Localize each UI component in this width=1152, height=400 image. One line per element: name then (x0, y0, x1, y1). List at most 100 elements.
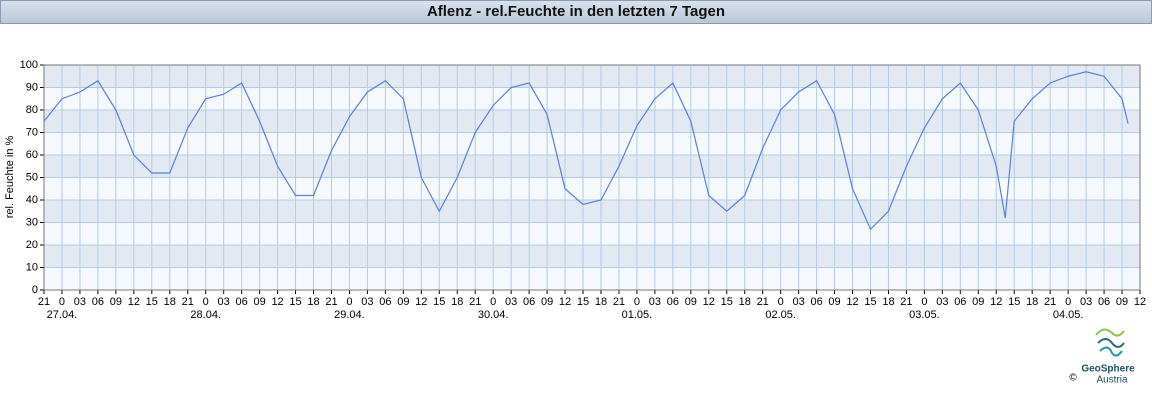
date-label: 01.05. (622, 309, 653, 321)
y-tick-label: 80 (26, 104, 38, 116)
logo-sub: Austria (1096, 375, 1128, 386)
plot-band (44, 177, 1140, 200)
x-tick-label: 0 (346, 296, 352, 308)
date-label: 04.05. (1053, 309, 1084, 321)
date-label: 30.04. (478, 309, 509, 321)
x-tick-label: 09 (541, 296, 553, 308)
x-tick-label: 09 (972, 296, 984, 308)
x-tick-label: 0 (203, 296, 209, 308)
y-axis-label: rel. Feuchte in % (4, 136, 16, 219)
x-tick-label: 06 (667, 296, 679, 308)
x-tick-label: 03 (505, 296, 517, 308)
x-tick-label: 18 (1026, 296, 1038, 308)
x-tick-label: 18 (164, 296, 176, 308)
x-tick-label: 12 (128, 296, 140, 308)
x-tick-label: 06 (379, 296, 391, 308)
x-tick-label: 03 (649, 296, 661, 308)
y-tick-label: 50 (26, 171, 38, 183)
x-tick-label: 0 (59, 296, 65, 308)
x-tick-label: 15 (577, 296, 589, 308)
y-tick-label: 90 (26, 81, 38, 93)
date-label: 03.05. (909, 309, 940, 321)
plot-band (44, 132, 1140, 155)
x-tick-label: 21 (1044, 296, 1056, 308)
x-tick-label: 21 (757, 296, 769, 308)
plot-frame (43, 64, 1141, 291)
x-tick-label: 18 (595, 296, 607, 308)
x-tick-label: 09 (828, 296, 840, 308)
plot-band (44, 267, 1140, 290)
x-tick-label: 12 (846, 296, 858, 308)
plot-band (44, 155, 1140, 178)
plot-band (44, 200, 1140, 223)
logo-icon (1095, 328, 1125, 357)
x-tick-label: 03 (792, 296, 804, 308)
x-tick-label: 03 (1080, 296, 1092, 308)
x-tick-label: 0 (490, 296, 496, 308)
x-tick-label: 15 (146, 296, 158, 308)
x-tick-label: 09 (1116, 296, 1128, 308)
x-tick-label: 15 (721, 296, 733, 308)
plot-band (44, 222, 1140, 245)
x-tick-label: 09 (685, 296, 697, 308)
x-tick-label: 09 (253, 296, 265, 308)
x-tick-label: 18 (882, 296, 894, 308)
date-label: 27.04. (47, 309, 78, 321)
data-line (43, 71, 1129, 231)
x-tick-label: 12 (990, 296, 1002, 308)
y-tick-label: 60 (26, 149, 38, 161)
x-tick-label: 03 (936, 296, 948, 308)
x-tick-label: 03 (361, 296, 373, 308)
x-tick-label: 21 (182, 296, 194, 308)
x-tick-label: 06 (236, 296, 248, 308)
x-tick-label: 15 (289, 296, 301, 308)
plot-band (44, 87, 1140, 110)
y-tick-label: 20 (26, 239, 38, 251)
x-tick-label: 18 (739, 296, 751, 308)
x-tick-label: 06 (523, 296, 535, 308)
x-tick-label: 12 (703, 296, 715, 308)
y-tick-label: 40 (26, 194, 38, 206)
x-tick-label: 06 (810, 296, 822, 308)
y-tick-label: 30 (26, 216, 38, 228)
x-tick-label: 18 (307, 296, 319, 308)
date-label: 28.04. (190, 309, 221, 321)
x-tick-label: 0 (634, 296, 640, 308)
plot-band (44, 245, 1140, 268)
y-tick-label: 100 (20, 59, 38, 71)
x-tick-label: 21 (469, 296, 481, 308)
plot-band (44, 110, 1140, 133)
chart-title: Aflenz - rel.Feuchte in den letzten 7 Ta… (0, 0, 1152, 24)
x-tick-label: 0 (778, 296, 784, 308)
x-tick-label: 12 (1134, 296, 1146, 308)
y-tick-label: 0 (32, 284, 38, 296)
x-tick-label: 15 (864, 296, 876, 308)
y-tick-label: 70 (26, 126, 38, 138)
x-tick-label: 15 (1008, 296, 1020, 308)
x-tick-label: 0 (921, 296, 927, 308)
x-tick-label: 09 (110, 296, 122, 308)
x-tick-label: 06 (954, 296, 966, 308)
x-tick-label: 06 (92, 296, 104, 308)
logo-name: GeoSphere (1081, 364, 1135, 375)
x-tick-label: 12 (415, 296, 427, 308)
x-tick-label: 06 (1098, 296, 1110, 308)
x-tick-label: 15 (433, 296, 445, 308)
x-tick-label: 0 (1065, 296, 1071, 308)
y-tick-label: 10 (26, 261, 38, 273)
x-tick-label: 03 (218, 296, 230, 308)
x-tick-label: 09 (397, 296, 409, 308)
x-tick-label: 21 (325, 296, 337, 308)
date-label: 02.05. (765, 309, 796, 321)
date-label: 29.04. (334, 309, 365, 321)
x-tick-label: 21 (613, 296, 625, 308)
x-tick-label: 18 (451, 296, 463, 308)
x-tick-label: 12 (559, 296, 571, 308)
x-tick-label: 21 (900, 296, 912, 308)
plot-band (44, 65, 1140, 88)
x-tick-label: 12 (271, 296, 283, 308)
x-tick-label: 21 (38, 296, 50, 308)
copyright: © (1069, 373, 1077, 384)
